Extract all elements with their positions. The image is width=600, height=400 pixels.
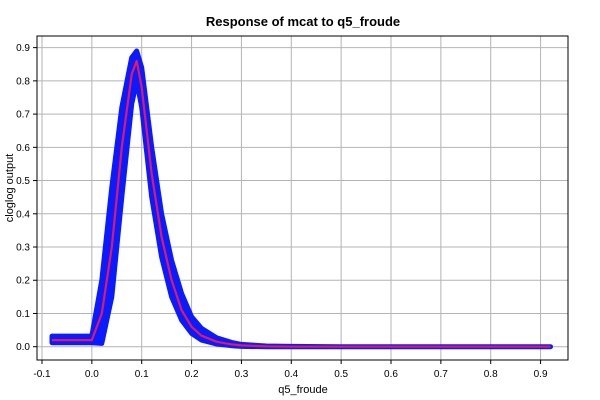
mean-curve-group bbox=[52, 59, 551, 348]
y-tick-label: 0.0 bbox=[16, 342, 30, 353]
x-tick-label: 0.2 bbox=[185, 369, 199, 380]
y-tick-label: 0.3 bbox=[16, 243, 30, 254]
x-tick-label: 0.5 bbox=[334, 369, 348, 380]
plot-frame bbox=[36, 35, 569, 361]
y-tick-label: 0.5 bbox=[16, 176, 30, 187]
x-tick-label: 0.9 bbox=[534, 369, 548, 380]
y-axis-label: cloglog output bbox=[4, 154, 16, 223]
x-axis-label: q5_froude bbox=[278, 384, 328, 396]
y-tick-label: 0.2 bbox=[16, 276, 30, 287]
x-tick-label: 0.6 bbox=[384, 369, 398, 380]
x-tick-label: 0.4 bbox=[284, 369, 298, 380]
chart-title: Response of mcat to q5_froude bbox=[206, 14, 400, 29]
y-tick-label: 0.1 bbox=[16, 309, 30, 320]
x-tick-label: 0.3 bbox=[234, 369, 248, 380]
y-tick-label: 0.6 bbox=[16, 143, 30, 154]
mean-response-curve bbox=[52, 59, 551, 348]
x-axis-ticks: -0.1 0.0 0.1 0.2 0.3 0.4 0.5 0.6 0.7 0.8 0.9 bbox=[33, 360, 548, 380]
y-tick-label: 0.8 bbox=[16, 76, 30, 87]
x-tick-label: 0.1 bbox=[135, 369, 149, 380]
x-tick-label: 0.0 bbox=[85, 369, 99, 380]
y-tick-label: 0.4 bbox=[16, 209, 30, 220]
x-tick-label: 0.8 bbox=[484, 369, 498, 380]
y-tick-label: 0.7 bbox=[16, 110, 30, 121]
y-tick-label: 0.9 bbox=[16, 43, 30, 54]
y-axis-ticks: 0.0 0.1 0.2 0.3 0.4 0.5 0.6 0.7 0.8 0.9 bbox=[16, 43, 37, 353]
x-tick-label: 0.7 bbox=[434, 369, 448, 380]
x-tick-label: -0.1 bbox=[33, 369, 51, 380]
plot-area: -0.1 0.0 0.1 0.2 0.3 0.4 0.5 0.6 0.7 0.8 0.9 0.00.… bbox=[16, 35, 569, 380]
